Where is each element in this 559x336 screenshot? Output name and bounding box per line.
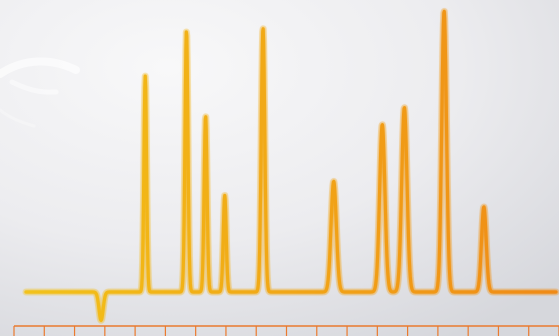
light-streak — [0, 108, 36, 128]
light-streak — [9, 79, 59, 95]
decorative-streaks — [0, 57, 80, 128]
light-streak — [0, 57, 80, 78]
series-line — [24, 9, 558, 322]
x-axis — [13, 325, 559, 336]
series-group — [22, 7, 559, 324]
